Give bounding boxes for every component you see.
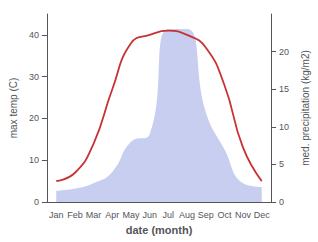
svg-text:20: 20 <box>29 113 39 123</box>
svg-text:med. precipitation (kg/m2): med. precipitation (kg/m2) <box>300 50 311 166</box>
svg-text:Dec: Dec <box>254 210 271 220</box>
svg-text:15: 15 <box>279 84 289 94</box>
svg-text:Feb: Feb <box>67 210 83 220</box>
svg-text:30: 30 <box>29 72 39 82</box>
svg-text:Oct: Oct <box>217 210 232 220</box>
svg-text:5: 5 <box>279 159 284 169</box>
svg-text:Jun: Jun <box>142 210 157 220</box>
svg-text:Apr: Apr <box>105 210 119 220</box>
svg-text:20: 20 <box>279 47 289 57</box>
svg-text:10: 10 <box>279 122 289 132</box>
svg-text:Aug: Aug <box>179 210 195 220</box>
svg-text:date (month): date (month) <box>126 224 193 236</box>
svg-text:May: May <box>122 210 140 220</box>
svg-text:Sep: Sep <box>198 210 214 220</box>
svg-text:Mar: Mar <box>86 210 102 220</box>
svg-text:Nov: Nov <box>235 210 252 220</box>
svg-text:Jan: Jan <box>49 210 64 220</box>
svg-text:10: 10 <box>29 155 39 165</box>
svg-text:Jul: Jul <box>163 210 175 220</box>
svg-text:max temp (C): max temp (C) <box>8 78 19 139</box>
svg-text:0: 0 <box>34 197 39 207</box>
svg-text:40: 40 <box>29 30 39 40</box>
svg-text:0: 0 <box>279 197 284 207</box>
